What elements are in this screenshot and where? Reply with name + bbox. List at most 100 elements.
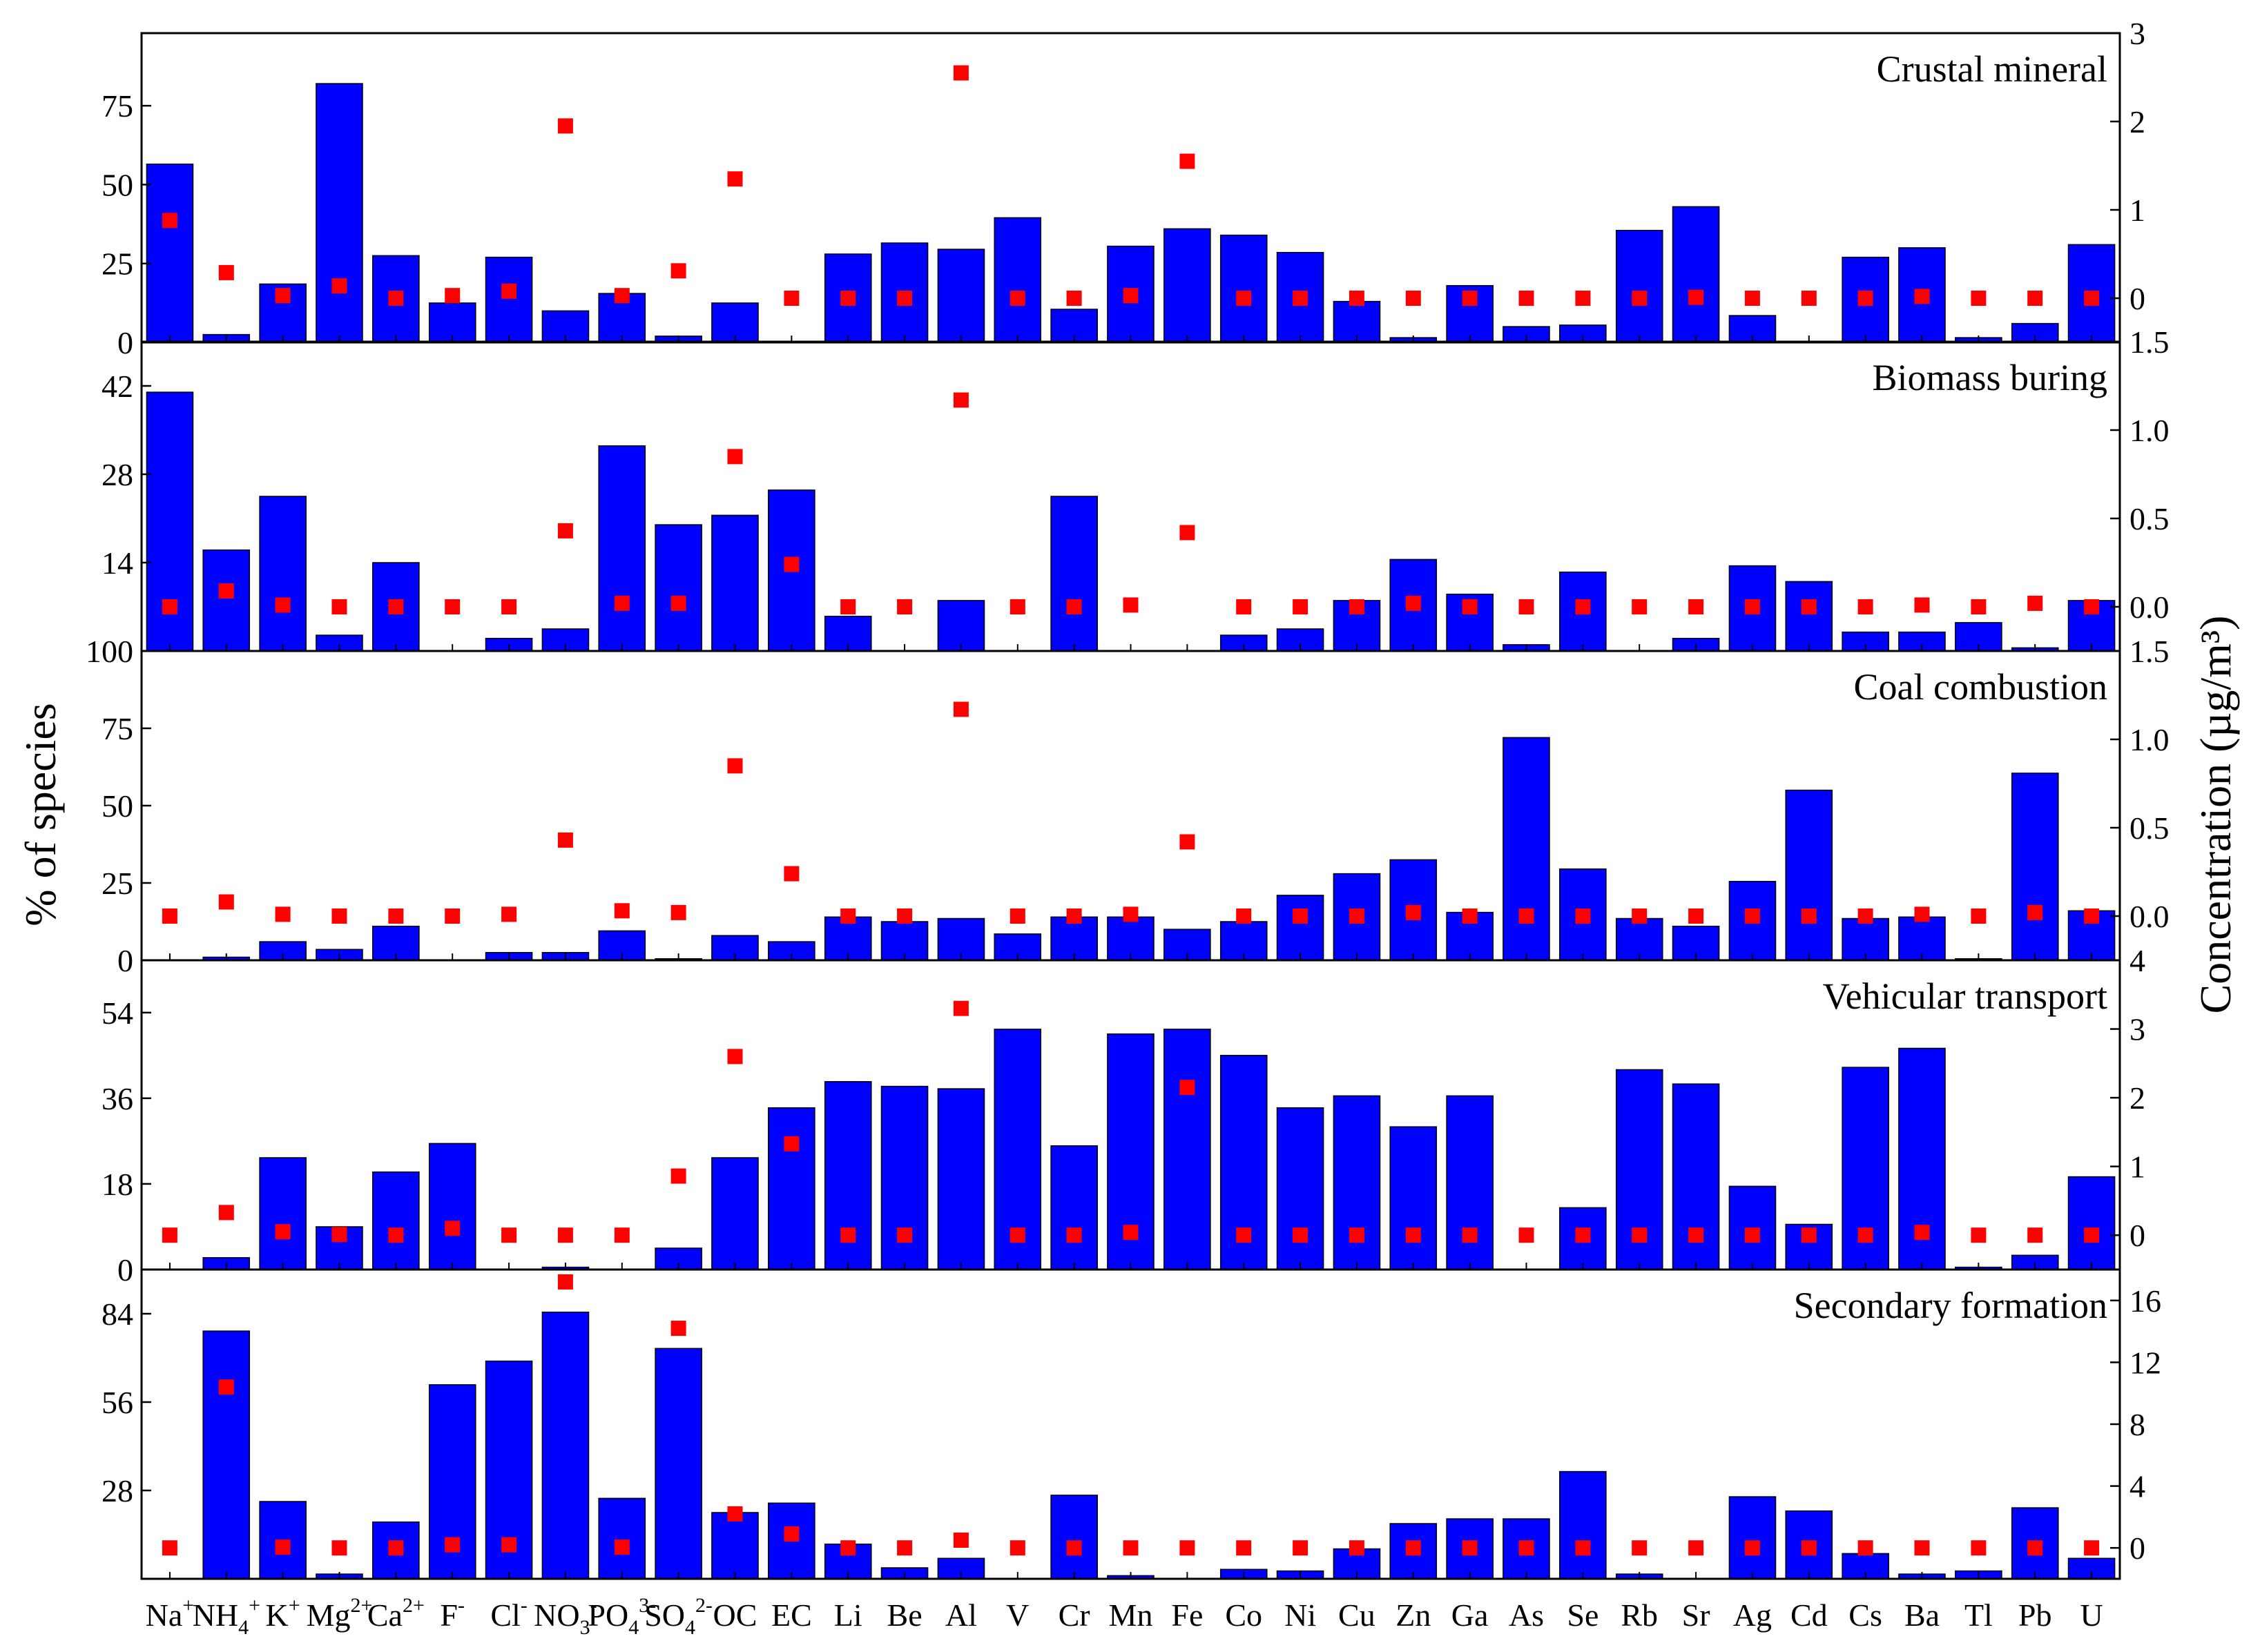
concentration-marker — [1971, 599, 1987, 614]
bar — [485, 256, 533, 343]
y-tick-label-left: 25 — [102, 246, 133, 282]
bar — [768, 1107, 815, 1270]
concentration-marker — [331, 1227, 347, 1243]
bar — [541, 1311, 590, 1580]
concentration-marker — [1744, 599, 1760, 614]
concentration-marker — [727, 1506, 743, 1522]
concentration-marker — [1293, 1227, 1308, 1243]
concentration-marker — [218, 1205, 234, 1221]
concentration-marker — [1293, 291, 1308, 306]
concentration-marker — [1236, 599, 1252, 614]
concentration-marker — [2084, 908, 2100, 924]
x-category-label: Sr — [1682, 1597, 1710, 1633]
concentration-marker — [953, 65, 969, 81]
concentration-marker — [670, 1321, 686, 1337]
concentration-marker — [275, 288, 291, 304]
concentration-marker — [1914, 906, 1930, 922]
concentration-marker — [1066, 291, 1082, 306]
concentration-marker — [614, 1539, 630, 1555]
bar — [1050, 916, 1098, 961]
y-tick-label-left: 75 — [102, 711, 133, 746]
x-category-label: Fe — [1171, 1597, 1203, 1633]
concentration-marker — [1123, 1225, 1139, 1241]
concentration-marker — [1518, 291, 1534, 306]
concentration-marker — [1518, 1540, 1534, 1556]
concentration-marker — [388, 291, 404, 306]
concentration-marker — [727, 171, 743, 187]
concentration-marker — [331, 1540, 347, 1556]
y-tick-label-right: 1.5 — [2129, 634, 2170, 669]
x-category-label: OC — [713, 1597, 757, 1633]
concentration-marker — [445, 288, 461, 304]
concentration-marker — [670, 904, 686, 920]
concentration-marker — [1857, 599, 1873, 614]
x-category-label: Cu — [1338, 1597, 1375, 1633]
concentration-marker — [1236, 1540, 1252, 1556]
concentration-marker — [1179, 834, 1195, 850]
concentration-marker — [501, 599, 517, 614]
concentration-marker — [614, 288, 630, 304]
concentration-marker — [1632, 599, 1648, 614]
bar — [598, 1497, 646, 1580]
concentration-marker — [1688, 1540, 1704, 1556]
bar — [937, 249, 985, 343]
concentration-marker — [897, 599, 913, 614]
y-tick-label-right: 4 — [2129, 943, 2145, 978]
concentration-marker — [1971, 1540, 1987, 1556]
concentration-marker — [1575, 908, 1591, 924]
concentration-marker — [1914, 1225, 1930, 1241]
x-category-label: SO42- — [644, 1594, 713, 1639]
y-tick-label-right: 2 — [2129, 104, 2145, 139]
concentration-marker — [2027, 291, 2043, 306]
y-tick-label-left: 18 — [102, 1167, 133, 1202]
bar — [146, 163, 194, 343]
y-tick-label-left: 28 — [102, 457, 133, 492]
x-category-label: Ba — [1904, 1597, 1940, 1633]
concentration-marker — [1857, 1227, 1873, 1243]
concentration-marker — [1293, 1540, 1308, 1556]
concentration-marker — [501, 1537, 517, 1553]
y-tick-label-right: 0.5 — [2129, 501, 2170, 536]
y-tick-label-left: 0 — [117, 943, 133, 978]
y-tick-label-left: 50 — [102, 788, 133, 824]
concentration-marker — [1801, 291, 1817, 306]
bar — [994, 217, 1042, 343]
y-tick-label-right: 2 — [2129, 1080, 2145, 1116]
concentration-marker — [1462, 1540, 1478, 1556]
concentration-marker — [897, 1227, 913, 1243]
concentration-marker — [275, 1539, 291, 1555]
concentration-marker — [557, 1227, 573, 1243]
concentration-marker — [162, 908, 177, 924]
concentration-marker — [1123, 1540, 1139, 1556]
concentration-marker — [1405, 1540, 1421, 1556]
concentration-marker — [1349, 1540, 1364, 1556]
bar — [259, 1157, 307, 1270]
concentration-marker — [218, 894, 234, 910]
concentration-marker — [1236, 908, 1252, 924]
bar — [1785, 581, 1833, 652]
y-tick-label-left: 50 — [102, 167, 133, 202]
concentration-marker — [2027, 904, 2043, 920]
concentration-marker — [1971, 291, 1987, 306]
concentration-marker — [1349, 908, 1364, 924]
concentration-marker — [1744, 291, 1760, 306]
bar — [1672, 206, 1720, 343]
concentration-marker — [557, 118, 573, 134]
concentration-marker — [1801, 599, 1817, 614]
concentration-marker — [275, 906, 291, 922]
concentration-marker — [1971, 908, 1987, 924]
concentration-marker — [1744, 908, 1760, 924]
concentration-marker — [388, 599, 404, 614]
concentration-marker — [1688, 599, 1704, 614]
bar — [1163, 228, 1211, 343]
concentration-marker — [784, 1136, 800, 1151]
concentration-marker — [897, 1540, 913, 1556]
concentration-marker — [1462, 908, 1478, 924]
x-category-label: K+ — [266, 1594, 300, 1633]
y-tick-label-right: 8 — [2129, 1407, 2145, 1442]
y-tick-label-left: 75 — [102, 88, 133, 124]
concentration-marker — [840, 1227, 856, 1243]
concentration-marker — [897, 908, 913, 924]
concentration-marker — [162, 1540, 177, 1556]
concentration-marker — [1349, 1227, 1364, 1243]
